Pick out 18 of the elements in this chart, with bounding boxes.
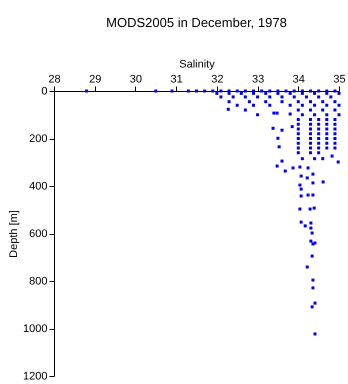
x-tick-label: 30: [130, 74, 142, 86]
x-tick-label: 34: [292, 74, 305, 86]
y-axis-title: Depth [m]: [8, 210, 20, 258]
y-tick-label: 600: [29, 228, 48, 240]
y-tick-label: 1200: [23, 370, 48, 382]
x-tick-label: 35: [333, 74, 346, 86]
x-tick-label: 29: [89, 74, 102, 86]
x-tick-label: 31: [170, 74, 183, 86]
y-tick-label: 1000: [23, 323, 48, 335]
x-axis-title: Salinity: [179, 58, 216, 70]
x-tick-label: 33: [252, 74, 264, 86]
y-tick-label: 200: [29, 133, 48, 145]
y-tick-label: 0: [41, 86, 48, 98]
y-tick-label: 400: [29, 180, 48, 192]
chart-title: MODS2005 in December, 1978: [106, 15, 287, 30]
x-tick-label: 32: [211, 74, 224, 86]
x-tick-label: 28: [48, 74, 61, 86]
y-tick-label: 800: [29, 276, 48, 288]
